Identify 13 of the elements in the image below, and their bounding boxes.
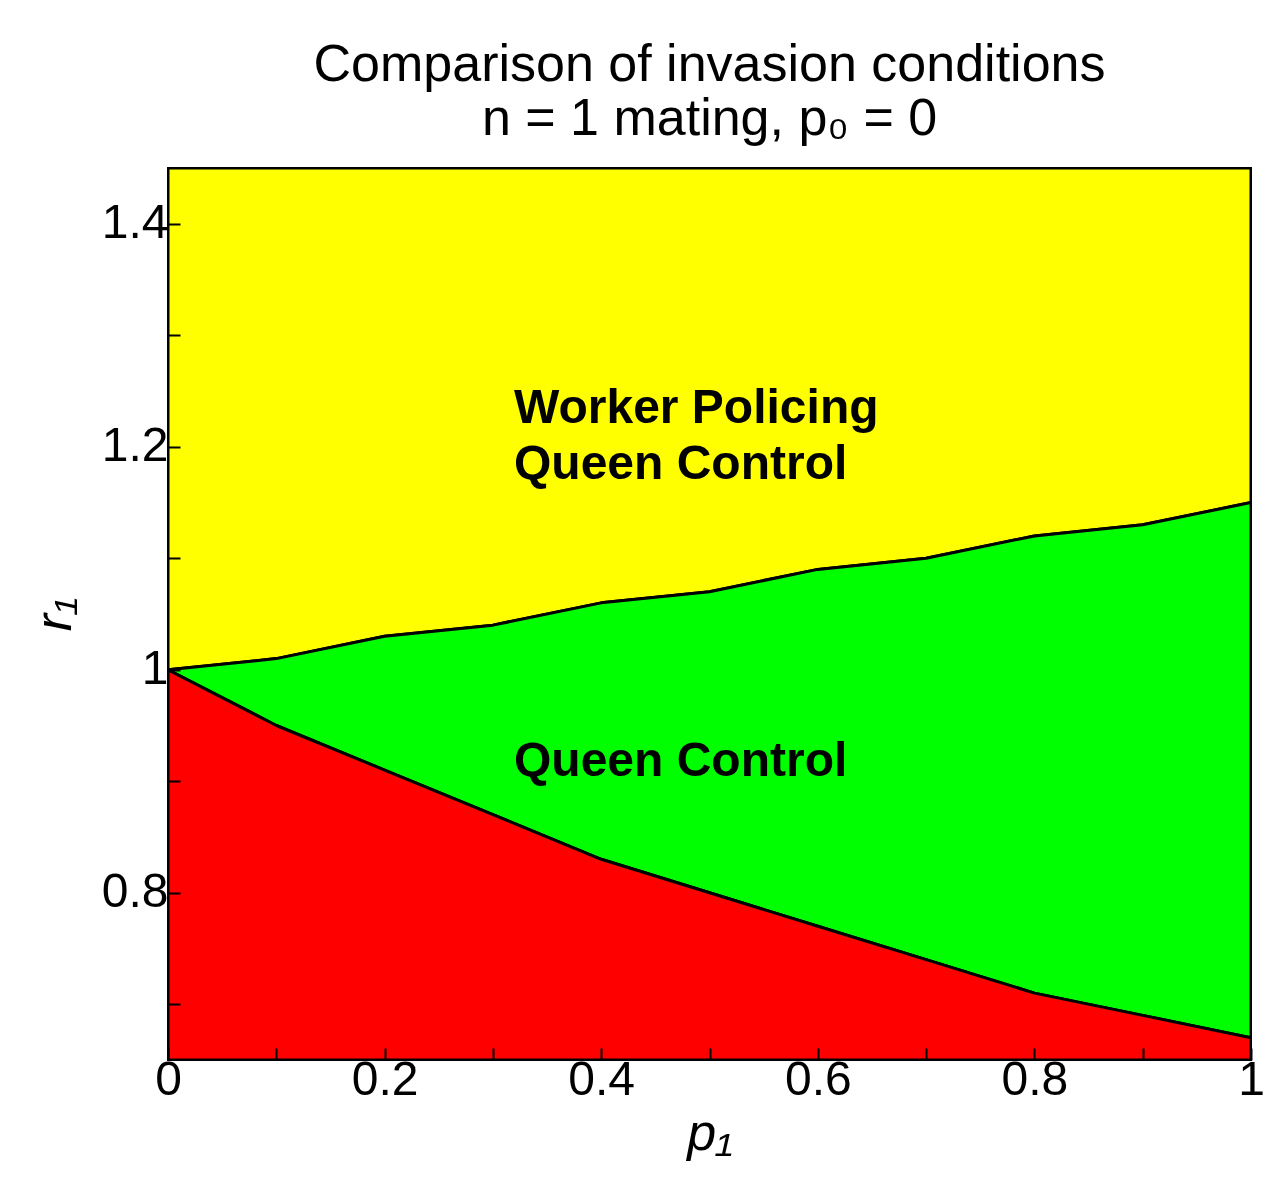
- x-tick-label: 0.8: [1001, 1051, 1069, 1105]
- x-tick-label: 0.6: [784, 1051, 852, 1105]
- x-tick-label: 0.4: [568, 1051, 636, 1105]
- y-tick-label: 0.8: [101, 864, 169, 918]
- x-tick-label: 0: [155, 1051, 182, 1105]
- x-tick-label: 0.2: [351, 1051, 419, 1105]
- y-tick-label: 1: [141, 641, 169, 695]
- y-tick-label: 1.4: [101, 195, 169, 249]
- x-tick-label: 1: [1238, 1051, 1265, 1105]
- y-axis-title: r₁: [23, 597, 82, 632]
- x-axis-title: p₁: [685, 1102, 733, 1161]
- y-tick-label: 1.2: [101, 418, 169, 472]
- annotation: Queen Control: [514, 733, 848, 786]
